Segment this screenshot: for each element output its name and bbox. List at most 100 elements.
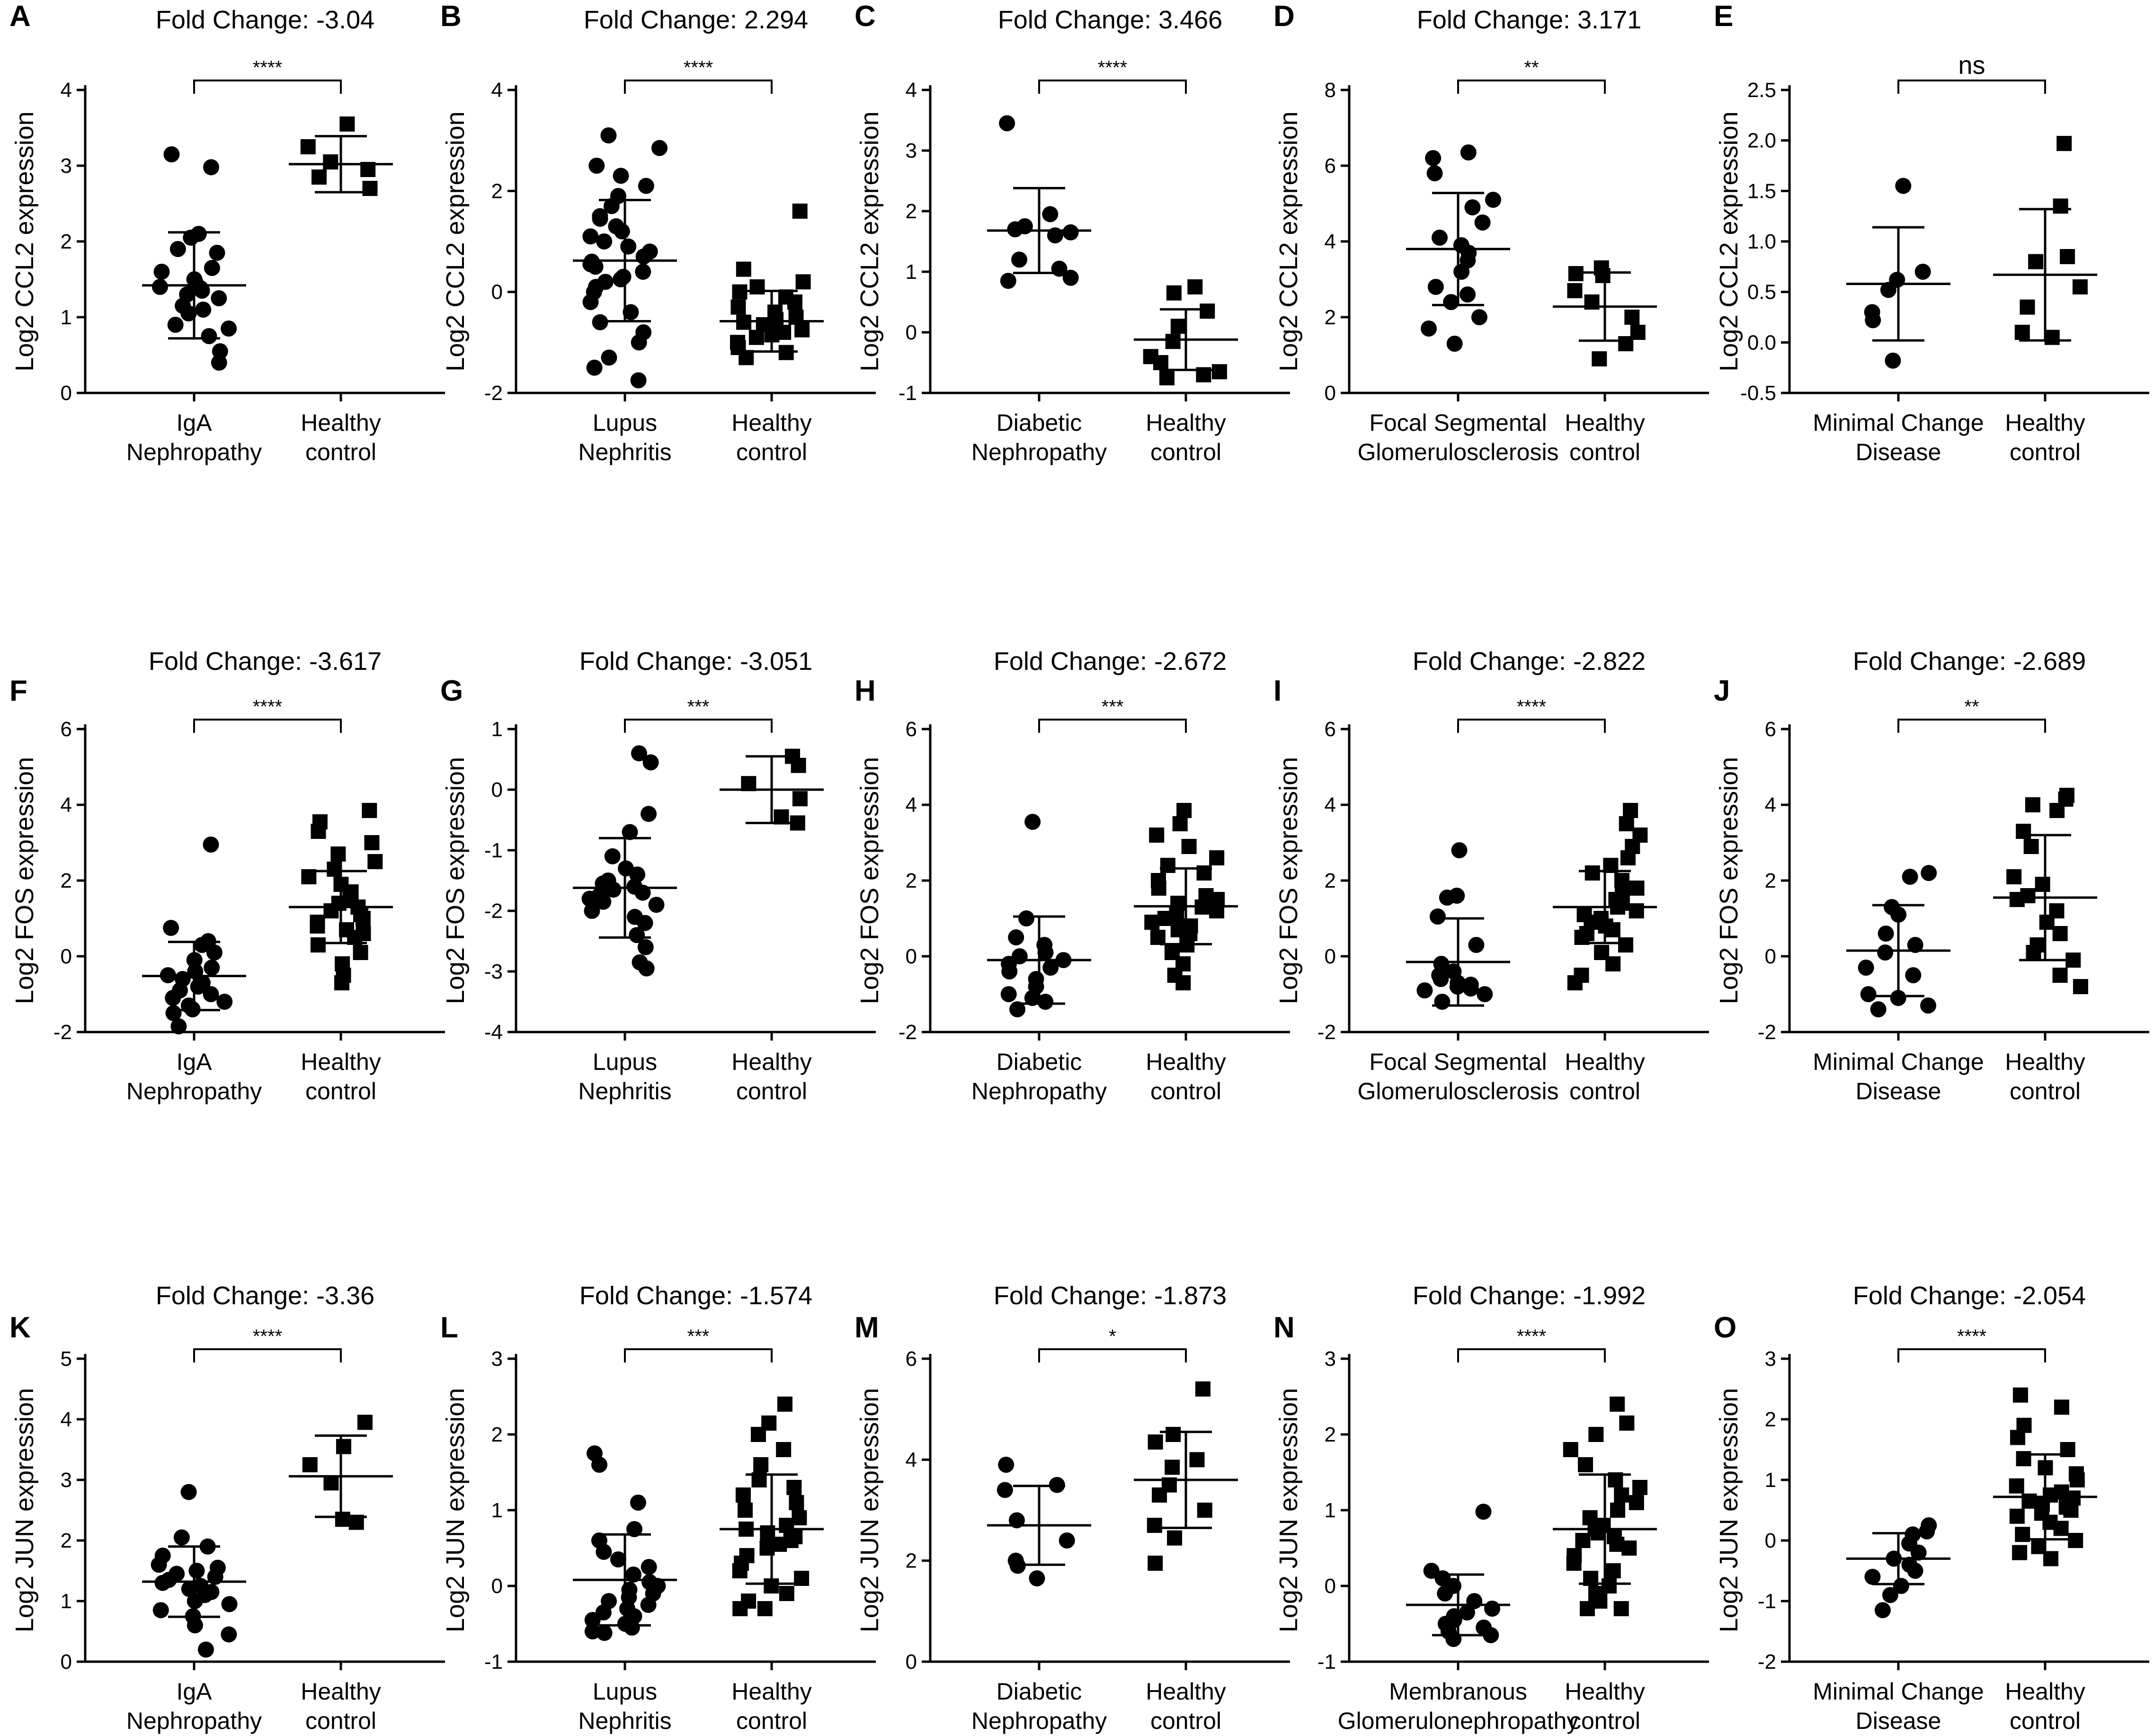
y-tick-label: 6 [1325, 154, 1336, 178]
y-tick-label: 2 [61, 230, 72, 253]
category-label: Healthy [731, 410, 812, 436]
data-point [1890, 990, 1906, 1006]
data-point [629, 927, 645, 944]
data-point [651, 140, 668, 156]
data-point [648, 897, 665, 913]
data-point [1432, 230, 1448, 246]
category-label: Nephritis [578, 1078, 671, 1104]
data-point [791, 757, 806, 773]
data-point [1159, 370, 1175, 385]
data-point [1007, 221, 1024, 238]
panel-letter: N [1273, 1311, 1295, 1344]
data-point [195, 302, 212, 318]
category-label: control [1569, 1708, 1640, 1734]
panel-m: M Fold Change: -1.873 Log2 JUN expression 0… [854, 1282, 1290, 1734]
data-point [786, 1480, 802, 1495]
data-point [1610, 1503, 1626, 1518]
data-point [613, 271, 629, 287]
panel-b: B Fold Change: 2.294 Log2 CCL2 expression-… [440, 0, 876, 465]
data-point [1451, 842, 1468, 858]
y-tick-label: 4 [61, 1408, 72, 1431]
data-point [1588, 1427, 1604, 1442]
data-point [610, 1551, 626, 1567]
fold-change-title: Fold Change: -3.051 [579, 647, 812, 676]
category-label: Focal Segmental [1369, 1049, 1547, 1075]
data-point [635, 264, 651, 280]
category-label: Lupus [593, 1049, 657, 1075]
data-point [169, 241, 186, 257]
category-label: IgA [176, 1678, 212, 1705]
data-point [1893, 1578, 1909, 1594]
data-point [165, 990, 181, 1006]
significance-bracket [1457, 80, 1606, 94]
significance-bracket [1038, 80, 1187, 94]
data-point [310, 918, 325, 934]
y-tick-label: 0 [906, 945, 917, 968]
y-tick-label: 2 [1325, 1423, 1336, 1446]
significance-label: **** [1517, 696, 1546, 717]
data-point [1579, 926, 1594, 941]
data-point [2072, 279, 2088, 294]
significance-bracket [1897, 80, 2046, 94]
data-point [2054, 1399, 2069, 1415]
data-point [170, 1018, 187, 1034]
data-point [330, 846, 346, 862]
data-point [637, 939, 654, 955]
data-point [1157, 911, 1173, 926]
data-point [1609, 1537, 1625, 1552]
data-point [779, 1586, 794, 1601]
data-point [1459, 1604, 1475, 1620]
data-point [1584, 865, 1600, 881]
data-point [1148, 1434, 1163, 1450]
y-tick-label: 0.5 [1747, 281, 1776, 304]
y-tick-label: -1 [484, 1650, 503, 1674]
y-axis-label: Log2 FOS expression [441, 757, 470, 1004]
data-point [1619, 816, 1634, 831]
category-label: Glomerulosclerosis [1357, 439, 1558, 465]
data-point [613, 168, 629, 184]
panel-letter: H [854, 675, 876, 707]
data-point [1147, 1518, 1162, 1533]
y-axis-label: Log2 JUN expression [441, 1388, 470, 1632]
category-label: Lupus [593, 410, 657, 436]
category-label: Disease [1856, 1708, 1941, 1734]
category-label: Diabetic [997, 1049, 1082, 1075]
data-point [2012, 1387, 2028, 1403]
y-tick-label: 1 [491, 718, 503, 741]
data-point [203, 837, 219, 853]
y-tick-label: 2.5 [1747, 79, 1776, 102]
data-point [1907, 937, 1923, 953]
data-point [749, 279, 765, 294]
data-point [623, 304, 639, 320]
category-label: Lupus [593, 1678, 657, 1705]
category-label: control [305, 1708, 376, 1734]
data-point [637, 915, 653, 931]
y-tick-label: 4 [61, 793, 72, 817]
fold-change-title: Fold Change: -3.617 [149, 647, 382, 676]
data-point [180, 1484, 197, 1500]
data-point [362, 803, 377, 818]
data-point [1629, 881, 1645, 896]
fold-change-title: Fold Change: -1.992 [1413, 1282, 1646, 1310]
data-point [1920, 997, 1937, 1014]
fold-change-title: Fold Change: 2.294 [584, 6, 808, 34]
category-label: control [1150, 1708, 1221, 1734]
data-point [732, 1563, 748, 1578]
significance-label: * [1109, 1326, 1116, 1347]
data-point [203, 986, 219, 1002]
data-point [335, 1512, 350, 1527]
y-tick-label: 4 [906, 1448, 917, 1471]
data-point [1211, 364, 1227, 380]
data-point [1477, 986, 1493, 1002]
y-tick-label: 4 [906, 79, 917, 102]
data-point [584, 903, 600, 919]
y-tick-label: 2 [906, 1549, 917, 1573]
data-point [603, 198, 620, 214]
data-point [1434, 994, 1451, 1010]
y-tick-label: 6 [61, 718, 72, 741]
data-point [601, 349, 617, 366]
data-point [2044, 329, 2060, 345]
panel-letter: I [1273, 675, 1282, 707]
data-point [1151, 881, 1166, 896]
data-point [1610, 1397, 1625, 1412]
